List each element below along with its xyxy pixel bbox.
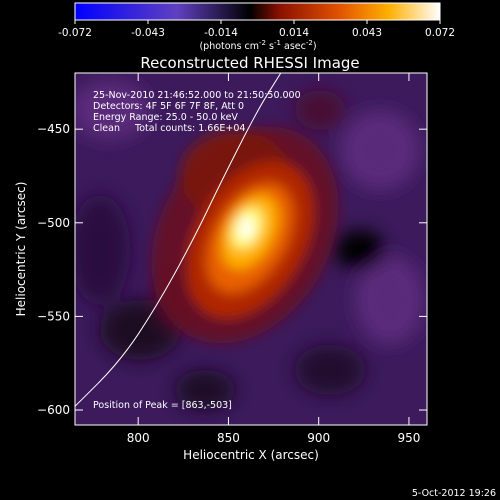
colorbar: -0.072 -0.043 -0.014 0.014 0.043 0.072 (… [58, 2, 455, 52]
y-tick-label: −550 [37, 309, 70, 323]
annotation-time-range: 25-Nov-2010 21:46:52.000 to 21:50:50.000 [93, 90, 301, 101]
colorbar-tick-label: 0.072 [425, 27, 455, 39]
footer-date: 5-Oct-2012 19:26 [412, 488, 496, 499]
y-tick-label: −450 [37, 122, 70, 136]
colorbar-unit-label: (photons cm-2 s-1 asec-2) [199, 39, 316, 52]
plot-frame [74, 72, 428, 426]
colorbar-gradient [74, 2, 441, 21]
x-axis-ticks: 800 850 900 950 [127, 73, 420, 445]
y-axis-ticks: −450 −500 −550 −600 [37, 122, 427, 417]
annotation-energy-range: Energy Range: 25.0 - 50.0 keV [93, 112, 238, 123]
solar-limb-curve [75, 73, 282, 407]
heatmap [75, 73, 427, 425]
x-tick-label: 950 [397, 431, 420, 445]
colorbar-tick-label: 0.014 [279, 27, 309, 39]
peak-position-label: Position of Peak = [863,-503] [93, 400, 232, 411]
y-axis-label: Heliocentric Y (arcsec) [14, 182, 28, 317]
x-axis-label: Heliocentric X (arcsec) [183, 448, 319, 462]
chart-title: Reconstructed RHESSI Image [140, 54, 359, 72]
annotation-detectors: Detectors: 4F 5F 6F 7F 8F, Att 0 [93, 101, 244, 112]
annotation-block: 25-Nov-2010 21:46:52.000 to 21:50:50.000… [93, 90, 301, 134]
y-tick-label: −500 [37, 216, 70, 230]
emission-source [151, 126, 339, 344]
x-tick-label: 900 [307, 431, 330, 445]
colorbar-tick-label: -0.043 [131, 27, 165, 39]
colorbar-ticks [74, 20, 441, 24]
x-tick-label: 850 [217, 431, 240, 445]
colorbar-tick-label: 0.043 [352, 27, 382, 39]
x-tick-label: 800 [127, 431, 150, 445]
y-tick-label: −600 [37, 403, 70, 417]
colorbar-tick-label: -0.014 [204, 27, 238, 39]
colorbar-tick-label: -0.072 [58, 27, 92, 39]
annotation-clean-counts: Clean Total counts: 1.66E+04 [93, 123, 245, 134]
